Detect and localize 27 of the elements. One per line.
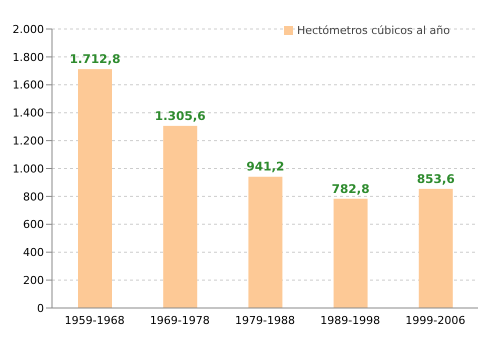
y-tick-label: 400 xyxy=(23,246,44,260)
y-tick-label: 0 xyxy=(37,302,44,315)
x-tick-label: 1959-1968 xyxy=(64,314,125,327)
y-tick-label: 1.800 xyxy=(12,50,44,64)
y-tick-label: 1.400 xyxy=(12,106,44,120)
legend-label: Hectómetros cúbicos al año xyxy=(297,24,450,37)
y-tick-label: 800 xyxy=(23,190,44,204)
data-label: 782,8 xyxy=(332,182,370,196)
y-tick-label: 1.000 xyxy=(12,162,44,176)
bar xyxy=(334,198,368,308)
x-tick-label: 1999-2006 xyxy=(405,314,466,327)
data-label: 1.712,8 xyxy=(70,52,120,66)
y-tick-label: 200 xyxy=(23,274,44,288)
bar xyxy=(418,188,453,308)
x-tick-label: 1969-1978 xyxy=(150,314,210,327)
data-label: 1.305,6 xyxy=(154,108,206,123)
bar xyxy=(78,69,112,308)
data-label: 853,6 xyxy=(416,172,455,186)
y-tick-label: 600 xyxy=(23,218,44,232)
y-tick-label: 1.200 xyxy=(12,134,44,148)
x-tick-label: 1989-1998 xyxy=(320,314,380,327)
y-tick-label: 1.600 xyxy=(12,78,44,92)
y-tick-label: 2.000 xyxy=(12,22,44,36)
x-tick-label: 1979-1988 xyxy=(235,314,295,327)
data-label: 941,2 xyxy=(246,160,284,174)
bar xyxy=(163,126,198,308)
bar xyxy=(248,176,282,308)
